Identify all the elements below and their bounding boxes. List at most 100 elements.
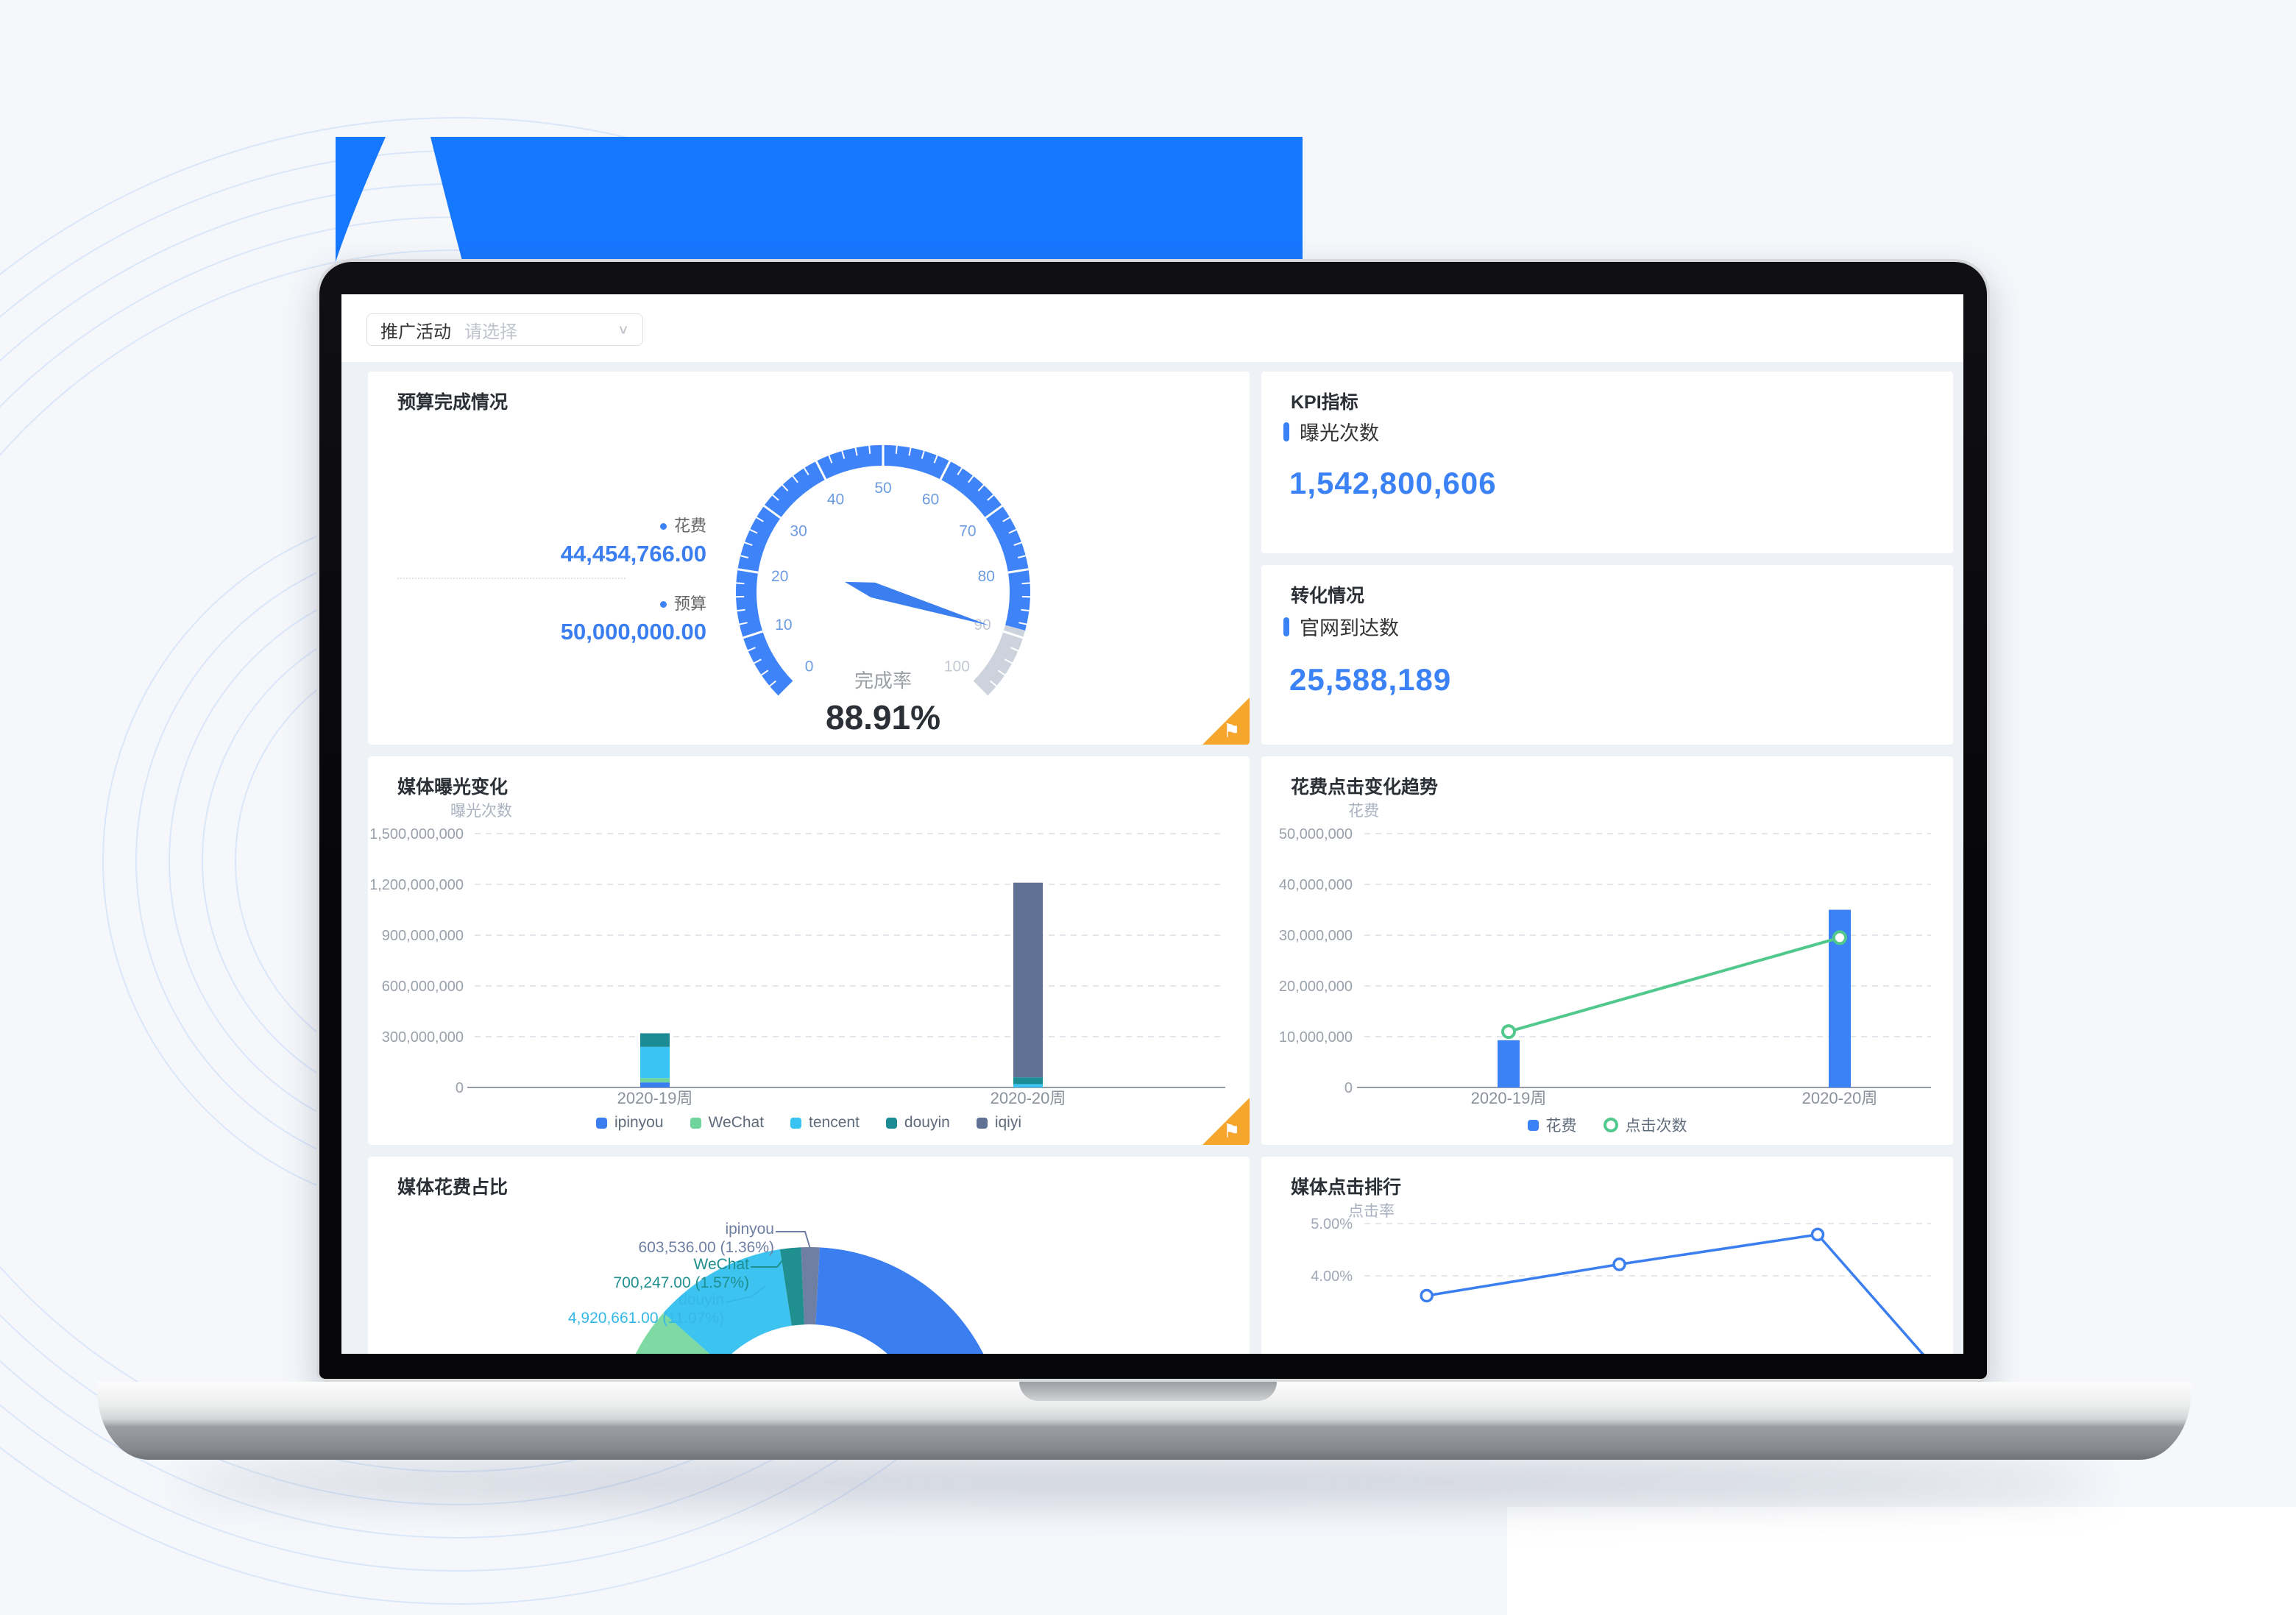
legend-swatch-icon — [790, 1117, 802, 1129]
svg-text:10: 10 — [775, 617, 792, 633]
panel-spend-click-trend: 花费点击变化趋势 花费 0 10,000,000 20,000,000 30,000,… — [1261, 756, 1953, 1145]
svg-text:0: 0 — [805, 658, 814, 675]
svg-text:2020-19周: 2020-19周 — [1471, 1089, 1547, 1107]
kpi-marker-icon — [1283, 617, 1289, 636]
svg-text:900,000,000: 900,000,000 — [382, 928, 464, 944]
campaign-select-placeholder: 请选择 — [464, 322, 517, 342]
svg-text:40,000,000: 40,000,000 — [1279, 877, 1353, 893]
kpi-value: 1,542,800,606 — [1289, 466, 1497, 500]
panel-title: 花费点击变化趋势 — [1291, 777, 1439, 798]
bullet-icon — [659, 601, 667, 608]
svg-text:1,200,000,000: 1,200,000,000 — [369, 877, 464, 893]
chart-legend: ipinyou WeChat tencent douyin iqiyi — [368, 1114, 1250, 1132]
kpi-marker-icon — [1283, 422, 1289, 441]
budget-value: 50,000,000.00 — [560, 619, 706, 645]
svg-text:2020-19周: 2020-19周 — [617, 1089, 693, 1107]
svg-text:5.00%: 5.00% — [1311, 1216, 1353, 1232]
budget-label: 预算 — [397, 591, 706, 614]
exposure-stacked-bar-chart: 0 300,000,000 600,000,000 900,000,000 1,200,… — [369, 826, 1225, 1107]
dashboard: 推广活动 请选择 ∨ 预算完成情况 花费 44,454,766.00 预算 50… — [341, 294, 1963, 1354]
chart-legend: 花费 点击次数 — [1261, 1114, 1953, 1136]
gauge-side-values: 花费 44,454,766.00 预算 50,000,000.00 — [397, 513, 706, 656]
kpi-item: 曝光次数 — [1283, 417, 1379, 446]
flag-icon: ⚑ — [1223, 720, 1241, 742]
svg-text:50: 50 — [874, 480, 891, 497]
svg-text:80: 80 — [978, 568, 995, 585]
svg-text:30: 30 — [790, 523, 807, 540]
laptop-base-notch — [1019, 1382, 1277, 1401]
laptop-screen-bezel: 推广活动 请选择 ∨ 预算完成情况 花费 44,454,766.00 预算 50… — [316, 259, 1990, 1382]
legend-ring-icon — [1603, 1118, 1618, 1132]
svg-text:2020-20周: 2020-20周 — [1802, 1089, 1878, 1107]
toolbar: 推广活动 请选择 ∨ — [341, 294, 1963, 363]
legend-swatch-icon — [1527, 1119, 1539, 1131]
bullet-icon — [659, 523, 667, 530]
media-click-line-chart: 5.00% 4.00% — [1311, 1216, 1931, 1354]
panel-title: 媒体花费占比 — [397, 1177, 509, 1198]
panel-title: 媒体点击排行 — [1291, 1177, 1402, 1198]
corner-flag-badge[interactable]: ⚑ — [1202, 1098, 1250, 1145]
legend-swatch-icon — [595, 1117, 607, 1129]
svg-text:2020-20周: 2020-20周 — [991, 1089, 1066, 1107]
flag-icon: ⚑ — [1223, 1120, 1241, 1142]
background-accent-block — [1507, 1507, 2296, 1615]
campaign-select-label: 推广活动 — [380, 322, 451, 342]
panel-conversion: 转化情况 官网到达数 25,588,189 — [1261, 565, 1953, 745]
campaign-select[interactable]: 推广活动 请选择 ∨ — [366, 313, 643, 346]
legend-item[interactable]: douyin — [885, 1114, 950, 1132]
kpi-item-label: 曝光次数 — [1300, 422, 1379, 444]
divider — [397, 578, 626, 579]
gauge-caption: 完成率 — [854, 670, 912, 692]
y-axis-name: 曝光次数 — [450, 803, 512, 820]
svg-text:20: 20 — [771, 568, 788, 585]
gauge-chart: 0 10 20 30 40 50 60 70 80 90 100 — [736, 444, 1030, 698]
gauge-value: 88.91% — [825, 698, 940, 736]
legend-item[interactable]: iqiyi — [976, 1114, 1021, 1132]
svg-text:0: 0 — [1344, 1080, 1353, 1096]
spend-label: 花费 — [397, 513, 706, 536]
panel-budget-completion: 预算完成情况 花费 44,454,766.00 预算 50,000,000.00… — [368, 372, 1250, 745]
laptop-shadow — [177, 1466, 2105, 1499]
y-axis-name: 花费 — [1348, 803, 1379, 820]
spend-click-combo-chart: 0 10,000,000 20,000,000 30,000,000 40,000,00… — [1279, 826, 1931, 1107]
panel-media-spend-share: 媒体花费占比 ipinyou 603,536.00 (1.36%) WeChat 70… — [368, 1157, 1250, 1354]
panel-media-click-rank: 媒体点击排行 点击率 5.00% 4.00% — [1261, 1157, 1953, 1354]
svg-text:20,000,000: 20,000,000 — [1279, 979, 1353, 995]
legend-item[interactable]: WeChat — [690, 1114, 764, 1132]
legend-swatch-icon — [885, 1117, 897, 1129]
svg-text:90: 90 — [974, 617, 991, 633]
svg-text:300,000,000: 300,000,000 — [382, 1029, 464, 1046]
panel-title: 转化情况 — [1291, 586, 1365, 606]
legend-item[interactable]: 点击次数 — [1603, 1114, 1687, 1136]
svg-text:100: 100 — [944, 658, 970, 675]
spend-value: 44,454,766.00 — [560, 541, 706, 567]
legend-swatch-icon — [690, 1117, 701, 1129]
svg-text:10,000,000: 10,000,000 — [1279, 1029, 1353, 1046]
panel-media-exposure: 媒体曝光变化 曝光次数 0 300,000,000 600,000,000 900,0… — [368, 756, 1250, 1145]
panel-kpi: KPI指标 曝光次数 1,542,800,606 — [1261, 372, 1953, 553]
svg-text:50,000,000: 50,000,000 — [1279, 826, 1353, 842]
svg-text:600,000,000: 600,000,000 — [382, 979, 464, 995]
corner-flag-badge[interactable]: ⚑ — [1202, 698, 1250, 745]
svg-text:40: 40 — [827, 491, 844, 508]
panel-title: 媒体曝光变化 — [397, 777, 509, 798]
legend-item[interactable]: ipinyou — [595, 1114, 664, 1132]
conversion-item-label: 官网到达数 — [1300, 617, 1399, 639]
svg-text:1,500,000,000: 1,500,000,000 — [369, 826, 464, 842]
panel-title: KPI指标 — [1291, 392, 1358, 413]
legend-item[interactable]: tencent — [790, 1114, 860, 1132]
svg-text:60: 60 — [922, 491, 939, 508]
donut-callout-label: ipinyou 603,536.00 (1.36%) — [638, 1221, 774, 1256]
conversion-item: 官网到达数 — [1283, 612, 1399, 641]
y-axis-name: 点击率 — [1348, 1203, 1395, 1220]
svg-text:70: 70 — [959, 523, 976, 540]
svg-text:0: 0 — [456, 1080, 464, 1096]
svg-text:30,000,000: 30,000,000 — [1279, 928, 1353, 944]
svg-text:4.00%: 4.00% — [1311, 1268, 1353, 1285]
legend-swatch-icon — [976, 1117, 988, 1129]
donut-callout-label: douyin 4,920,661.00 (11.07%) — [567, 1291, 724, 1327]
chevron-down-icon: ∨ — [617, 322, 629, 337]
conversion-value: 25,588,189 — [1289, 662, 1452, 697]
panel-title: 预算完成情况 — [397, 392, 509, 413]
legend-item[interactable]: 花费 — [1527, 1114, 1577, 1136]
